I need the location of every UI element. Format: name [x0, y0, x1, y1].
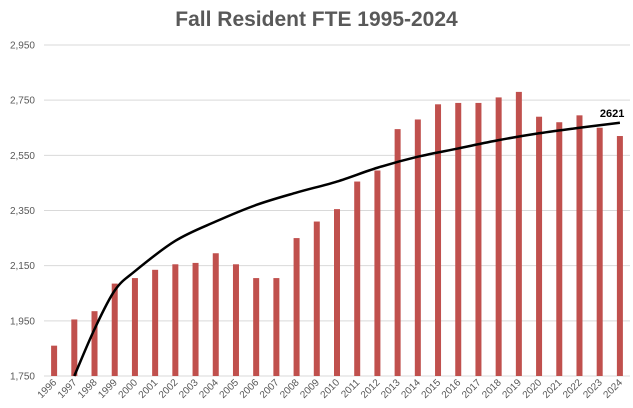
- bar-2002: [172, 264, 179, 376]
- bar-2024: [616, 136, 623, 376]
- x-tick-label: 2018: [480, 377, 504, 401]
- x-tick-label: 2014: [399, 377, 423, 401]
- y-tick-label: 1,750: [10, 372, 35, 383]
- trendline: [73, 121, 621, 377]
- x-tick-label: 2000: [117, 377, 141, 401]
- bars: [51, 91, 623, 377]
- y-tick-label: 2,350: [10, 206, 35, 217]
- bar-1998: [91, 311, 98, 376]
- y-tick-label: 2,750: [10, 96, 35, 107]
- x-tick-label: 2006: [238, 377, 262, 401]
- bar-1997: [71, 319, 78, 376]
- bar-2005: [232, 264, 239, 376]
- bar-2004: [212, 253, 219, 376]
- x-tick-label: 2017: [460, 377, 484, 401]
- x-tick-label: 2019: [500, 377, 524, 401]
- bar-2006: [253, 278, 260, 376]
- x-tick-label: 2012: [359, 377, 383, 401]
- bar-2023: [596, 127, 603, 376]
- y-tick-label: 2,950: [10, 41, 35, 52]
- x-tick-label: 2020: [521, 377, 545, 401]
- bar-2016: [455, 102, 462, 377]
- bar-2020: [536, 116, 543, 376]
- bar-2018: [495, 97, 502, 377]
- bar-2013: [394, 129, 401, 376]
- bar-2001: [152, 269, 159, 376]
- bar-1999: [111, 283, 118, 376]
- bar-2021: [556, 122, 563, 376]
- bar-2011: [354, 181, 361, 376]
- x-tick-label: 1996: [36, 377, 60, 401]
- trend-end-label: 2621: [600, 108, 624, 120]
- x-tick-label: 2005: [218, 377, 242, 401]
- x-tick-label: 2023: [581, 377, 605, 401]
- bar-2010: [334, 209, 340, 376]
- bar-2022: [576, 115, 583, 377]
- x-tick-label: 1998: [76, 377, 100, 401]
- annotations: 2621: [600, 108, 624, 120]
- y-tick-label: 1,950: [10, 316, 35, 327]
- x-tick-label: 2001: [137, 377, 161, 401]
- x-tick-label: 2010: [319, 377, 343, 401]
- x-tick-label: 2022: [561, 377, 585, 401]
- bar-2009: [313, 221, 320, 376]
- x-tick-label: 2024: [602, 377, 626, 401]
- x-tick-label: 2002: [157, 377, 181, 401]
- x-tick-label: 2007: [258, 377, 282, 401]
- x-tick-label: 2009: [298, 377, 322, 401]
- chart-title: Fall Resident FTE 1995-2024: [175, 8, 458, 31]
- x-tick-label: 2003: [177, 377, 201, 401]
- bar-2014: [414, 119, 421, 376]
- bar-2003: [192, 262, 199, 376]
- x-axis-ticks: 1996199719981999200020012002200320042005…: [36, 377, 626, 401]
- x-tick-label: 1997: [56, 377, 80, 401]
- x-tick-label: 2008: [278, 377, 302, 401]
- bar-2000: [131, 278, 138, 376]
- x-tick-label: 2011: [339, 377, 362, 400]
- x-tick-label: 2004: [197, 377, 221, 401]
- x-tick-label: 2016: [440, 377, 464, 401]
- bar-2007: [273, 278, 280, 376]
- x-tick-label: 2013: [379, 377, 403, 401]
- bar-2017: [475, 102, 482, 377]
- bar-2015: [435, 104, 442, 376]
- y-tick-label: 2,550: [10, 151, 35, 162]
- x-tick-label: 2015: [420, 377, 444, 401]
- x-tick-label: 1999: [96, 377, 120, 401]
- bar-2019: [515, 91, 522, 377]
- y-axis-ticks: 1,750 1,950 2,150 2,350 2,550 2,750 2,950: [10, 41, 35, 383]
- y-tick-label: 2,150: [10, 261, 35, 272]
- bar-2008: [293, 238, 300, 376]
- bar-1996: [51, 345, 58, 376]
- bar-2012: [374, 170, 381, 376]
- x-tick-label: 2021: [541, 377, 565, 401]
